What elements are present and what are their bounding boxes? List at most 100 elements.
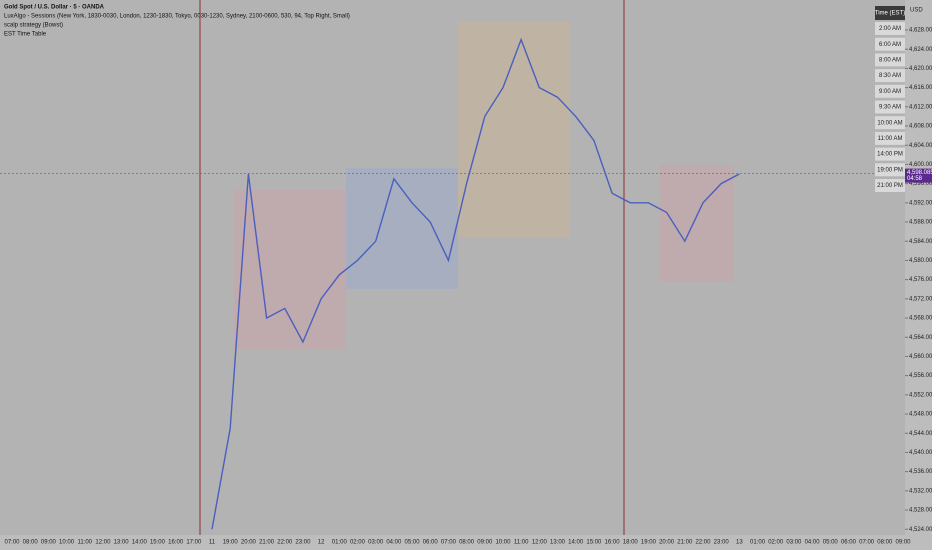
x-tick-label: 06:00 [423, 540, 439, 546]
time-table-row: 10:00 AM [877, 120, 902, 126]
y-tick-label: 4,552.000 [909, 392, 932, 398]
x-tick-label: 15:00 [586, 540, 602, 546]
time-table-cell [875, 116, 905, 130]
y-tick-label: 4,608.000 [909, 124, 932, 130]
x-tick-label: 09:00 [895, 540, 911, 546]
time-table-cell [875, 37, 905, 51]
x-tick-label: 05:00 [405, 540, 421, 546]
x-tick-label: 13:00 [114, 540, 130, 546]
y-tick-label: 4,600.000 [909, 162, 932, 168]
x-tick-label: 10:00 [59, 540, 75, 546]
time-table-cell [875, 131, 905, 145]
x-tick-label: 16:00 [168, 540, 184, 546]
time-table-row: 2:00 AM [879, 26, 901, 32]
session-box [234, 190, 346, 349]
x-tick-label: 03:00 [368, 540, 384, 546]
y-tick-label: 4,584.000 [909, 239, 932, 245]
time-table-row: 9:00 AM [879, 89, 901, 95]
y-tick-label: 4,624.000 [909, 47, 932, 53]
x-tick-label: 12:00 [532, 540, 548, 546]
x-tick-label: 12:00 [95, 540, 111, 546]
indicator-label: scalp strategy (Bowst) [4, 23, 63, 29]
symbol-title: Gold Spot / U.S. Dollar · 5 · OANDA [4, 5, 105, 11]
x-tick-label: 22:00 [277, 540, 293, 546]
x-tick-label: 08:00 [877, 540, 893, 546]
x-tick-label: 21:00 [677, 540, 693, 546]
x-tick-label: 18:00 [623, 540, 639, 546]
y-tick-label: 4,616.000 [909, 85, 932, 91]
time-table-row: 8:30 AM [879, 73, 901, 79]
time-table-row: 21:00 PM [877, 183, 903, 189]
x-tick-label: 20:00 [241, 540, 257, 546]
y-tick-label: 4,592.000 [909, 200, 932, 206]
x-tick-label: 07:00 [4, 540, 20, 546]
time-table-cell [875, 147, 905, 161]
time-table-row: 11:00 AM [878, 136, 903, 142]
x-tick-label: 02:00 [350, 540, 366, 546]
session-box [660, 165, 734, 282]
x-tick-label: 15:00 [150, 540, 166, 546]
x-tick-label: 12 [318, 540, 325, 546]
time-table-cell [875, 84, 905, 98]
indicator-label: LuxAlgo - Sessions (New York, 1830-0030,… [4, 14, 350, 20]
time-table-row: 6:00 AM [879, 42, 901, 48]
y-tick-label: 4,604.000 [909, 143, 932, 149]
indicator-label: EST Time Table [4, 32, 47, 38]
y-tick-label: 4,588.000 [909, 220, 932, 226]
x-tick-label: 04:00 [805, 540, 821, 546]
time-axis [0, 535, 905, 550]
y-tick-label: 4,580.000 [909, 258, 932, 264]
time-table-cell [875, 179, 905, 192]
y-tick-label: 4,612.000 [909, 104, 932, 110]
y-tick-label: 4,620.000 [909, 66, 932, 72]
y-tick-label: 4,524.000 [909, 527, 932, 533]
y-tick-label: 4,544.000 [909, 431, 932, 437]
session-box [346, 168, 458, 289]
y-tick-label: 4,528.000 [909, 508, 932, 514]
x-tick-label: 09:00 [41, 540, 57, 546]
x-tick-label: 11:00 [514, 540, 529, 546]
x-tick-label: 06:00 [841, 540, 857, 546]
x-tick-label: 01:00 [332, 540, 348, 546]
x-tick-label: 07:00 [859, 540, 875, 546]
time-table-cell [875, 53, 905, 67]
x-tick-label: 19:00 [641, 540, 657, 546]
y-tick-label: 4,596.000 [909, 181, 932, 187]
x-tick-label: 11 [209, 540, 216, 546]
x-tick-label: 14:00 [132, 540, 148, 546]
last-price-tag [905, 168, 932, 183]
time-table-row: 8:00 AM [879, 57, 901, 63]
x-tick-label: 13:00 [550, 540, 566, 546]
time-table-row: 19:00 PM [877, 167, 903, 173]
y-tick-label: 4,568.000 [909, 316, 932, 322]
y-tick-label: 4,576.000 [909, 277, 932, 283]
time-table-title: Time (EST) [875, 11, 905, 17]
price-axis [905, 0, 932, 550]
x-tick-label: 04:00 [386, 540, 402, 546]
countdown-label: 04:58 [907, 176, 923, 182]
session-box [458, 22, 570, 238]
x-tick-label: 07:00 [441, 540, 457, 546]
last-price-label: 4,598.085 [907, 170, 932, 176]
x-tick-label: 03:00 [786, 540, 802, 546]
y-tick-label: 4,536.000 [909, 469, 932, 475]
time-table-row: 14:00 PM [877, 152, 903, 158]
y-tick-label: 4,572.000 [909, 296, 932, 302]
currency-label: USD [910, 8, 923, 14]
x-tick-label: 19:00 [223, 540, 239, 546]
x-tick-label: 01:00 [750, 540, 766, 546]
price-line [211, 37, 740, 530]
x-tick-label: 09:00 [477, 540, 493, 546]
y-tick-label: 4,564.000 [909, 335, 932, 341]
time-table-header [875, 6, 905, 20]
x-tick-label: 05:00 [823, 540, 839, 546]
time-table-cell [875, 163, 905, 177]
y-tick-label: 4,560.000 [909, 354, 932, 360]
x-tick-label: 02:00 [768, 540, 784, 546]
x-tick-label: 08:00 [459, 540, 475, 546]
x-tick-label: 21:00 [259, 540, 275, 546]
x-tick-label: 23:00 [714, 540, 730, 546]
x-tick-label: 08:00 [23, 540, 39, 546]
y-tick-label: 4,556.000 [909, 373, 932, 379]
